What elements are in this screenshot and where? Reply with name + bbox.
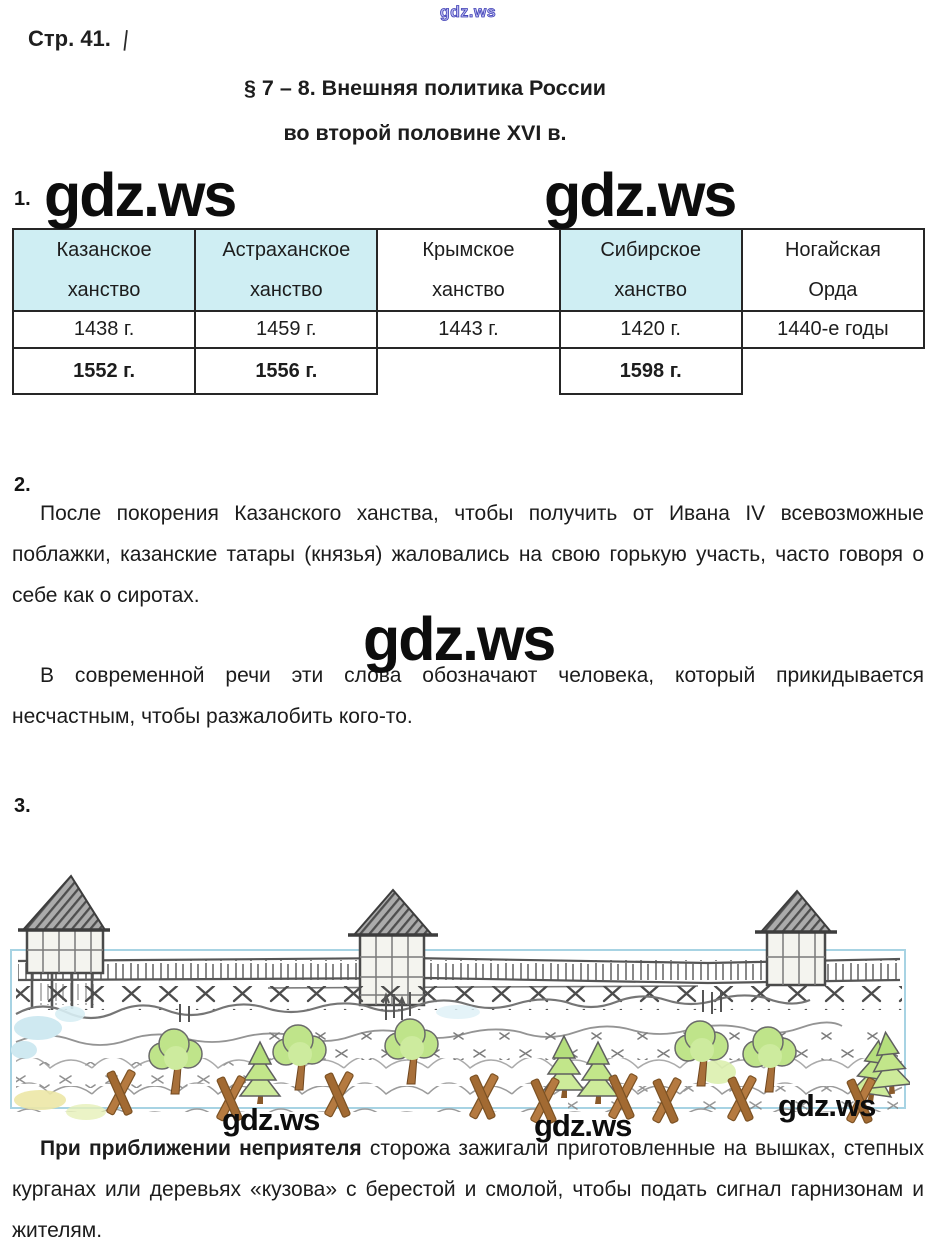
answer3-caption: При приближении неприятеля сторожа зажиг… — [12, 1128, 924, 1251]
khanates-table: Казанское ханство Астраханское ханство К… — [11, 228, 926, 395]
title-line-1: § 7 – 8. Внешняя политика России — [243, 76, 607, 100]
page-number-label: Стр. 41. | — [28, 25, 131, 52]
site-watermark-small-2: gdz.ws — [534, 1108, 632, 1143]
header-cell-crimea: Крымское ханство — [376, 228, 561, 312]
site-watermark-large-3: gdz.ws — [363, 605, 556, 673]
annexed-cell-siberia: 1598 г. — [558, 347, 743, 395]
formed-cell-astrakhan: 1459 г. — [194, 310, 379, 349]
annexed-cell-crimea — [377, 348, 559, 394]
title-line-2: во второй половине XVI в. — [283, 121, 567, 145]
table-annexed-row: 1552 г. 1556 г. 1598 г. — [11, 347, 924, 395]
page-number-text: Стр. 41. — [28, 26, 111, 51]
site-watermark-large-2: gdz.ws — [544, 161, 737, 229]
stray-mark: | — [121, 25, 131, 52]
header-cell-siberia: Сибирское ханство — [558, 228, 743, 312]
answer3-caption-rest: сторожа зажигали приготовленные на вышка… — [12, 1137, 924, 1242]
answer2-paragraph-2: В современной речи эти слова обозначают … — [12, 664, 924, 728]
formed-cell-kazan: 1438 г. — [11, 310, 197, 349]
annexed-cell-nogai — [742, 348, 924, 394]
question-2-label: 2. — [14, 474, 31, 496]
table-formed-row: 1438 г. 1459 г. 1443 г. 1420 г. 1440-е г… — [11, 310, 926, 349]
formed-cell-siberia: 1420 г. — [558, 310, 743, 349]
table-header-row: Казанское ханство Астраханское ханство К… — [11, 228, 926, 312]
site-watermark-large-1: gdz.ws — [44, 161, 237, 229]
formed-cell-nogai: 1440-е годы — [740, 310, 926, 349]
header-cell-nogai: Ногайская Орда — [740, 228, 926, 312]
tower-right — [755, 889, 837, 987]
formed-cell-crimea: 1443 г. — [376, 310, 561, 349]
answer3-caption-bold: При приближении неприятеля — [40, 1137, 362, 1160]
header-cell-astrakhan: Астраханское ханство — [194, 228, 379, 312]
site-watermark-small-3: gdz.ws — [778, 1088, 876, 1123]
page-title: § 7 – 8. Внешняя политика России во втор… — [0, 66, 850, 156]
site-watermark-top: gdz.ws — [439, 4, 497, 22]
fortress-sketch — [10, 874, 910, 1124]
answer2-paragraph-1: После покорения Казанского ханства, чтоб… — [12, 502, 924, 607]
site-watermark-small-1: gdz.ws — [222, 1102, 320, 1137]
annexed-cell-kazan: 1552 г. — [11, 347, 197, 395]
annexed-cell-astrakhan: 1556 г. — [194, 347, 379, 395]
question-1-label: 1. — [14, 188, 31, 210]
header-cell-kazan: Казанское ханство — [11, 228, 197, 312]
question-3-label: 3. — [14, 795, 31, 817]
